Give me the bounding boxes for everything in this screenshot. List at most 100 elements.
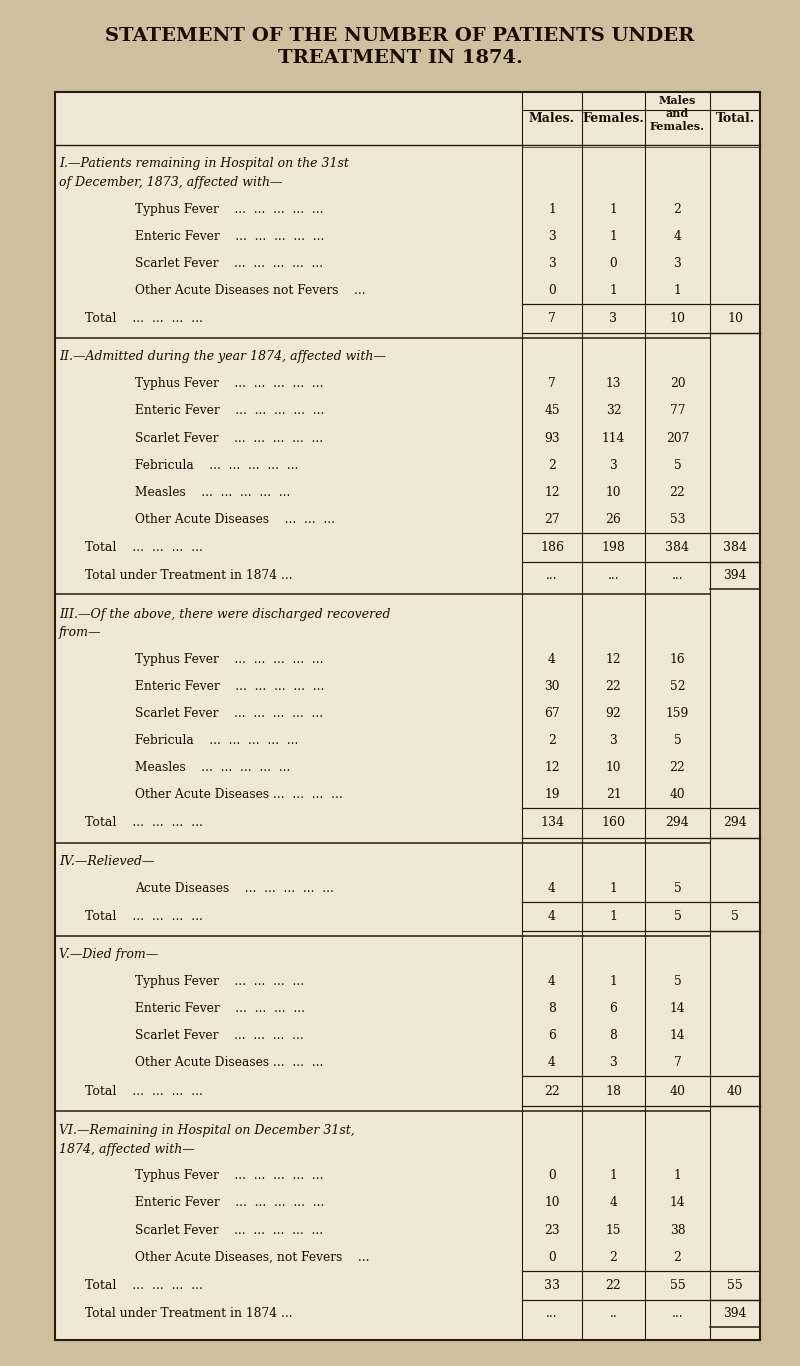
Text: Males.: Males. xyxy=(529,112,575,126)
Text: 159: 159 xyxy=(666,708,689,720)
Text: 1: 1 xyxy=(610,284,618,296)
Text: 0: 0 xyxy=(610,257,618,270)
Text: 26: 26 xyxy=(606,512,622,526)
Text: 32: 32 xyxy=(606,404,622,418)
Text: 33: 33 xyxy=(544,1279,560,1292)
Text: 0: 0 xyxy=(548,1250,556,1264)
Text: 22: 22 xyxy=(670,761,686,775)
Text: V.—Died from—: V.—Died from— xyxy=(59,948,158,962)
Text: 0: 0 xyxy=(548,1169,556,1183)
Text: 22: 22 xyxy=(606,1279,622,1292)
Text: 45: 45 xyxy=(544,404,560,418)
Text: Scarlet Fever    ...  ...  ...  ...  ...: Scarlet Fever ... ... ... ... ... xyxy=(135,432,323,444)
Text: 14: 14 xyxy=(670,1003,686,1015)
Text: 5: 5 xyxy=(674,734,682,747)
Text: Total    ...  ...  ...  ...: Total ... ... ... ... xyxy=(85,541,203,555)
Text: 0: 0 xyxy=(548,284,556,296)
Text: 134: 134 xyxy=(540,817,564,829)
Text: 384: 384 xyxy=(723,541,747,555)
Text: 10: 10 xyxy=(544,1197,560,1209)
Text: ...: ... xyxy=(546,570,558,582)
Text: 5: 5 xyxy=(674,975,682,988)
Text: 16: 16 xyxy=(670,653,686,665)
Text: 1: 1 xyxy=(674,1169,682,1183)
Text: 10: 10 xyxy=(670,313,686,325)
Text: 186: 186 xyxy=(540,541,564,555)
Text: TREATMENT IN 1874.: TREATMENT IN 1874. xyxy=(278,49,522,67)
Text: 53: 53 xyxy=(670,512,686,526)
Text: Scarlet Fever    ...  ...  ...  ...  ...: Scarlet Fever ... ... ... ... ... xyxy=(135,257,323,270)
Text: 18: 18 xyxy=(606,1085,622,1097)
Text: 77: 77 xyxy=(670,404,686,418)
Text: 1: 1 xyxy=(610,1169,618,1183)
Text: 14: 14 xyxy=(670,1197,686,1209)
Text: Enteric Fever    ...  ...  ...  ...  ...: Enteric Fever ... ... ... ... ... xyxy=(135,404,324,418)
Text: 27: 27 xyxy=(544,512,560,526)
Text: Typhus Fever    ...  ...  ...  ...  ...: Typhus Fever ... ... ... ... ... xyxy=(135,377,323,391)
Text: III.—Of the above, there were discharged recovered: III.—Of the above, there were discharged… xyxy=(59,608,390,620)
Text: 38: 38 xyxy=(670,1224,686,1236)
Text: Total    ...  ...  ...  ...: Total ... ... ... ... xyxy=(85,1279,203,1292)
Text: 3: 3 xyxy=(548,229,556,243)
Text: 2: 2 xyxy=(674,1250,682,1264)
Text: Other Acute Diseases not Fevers    ...: Other Acute Diseases not Fevers ... xyxy=(135,284,366,296)
Text: Scarlet Fever    ...  ...  ...  ...  ...: Scarlet Fever ... ... ... ... ... xyxy=(135,1224,323,1236)
Text: 10: 10 xyxy=(606,486,622,499)
Text: 294: 294 xyxy=(666,817,690,829)
Text: Scarlet Fever    ...  ...  ...  ...: Scarlet Fever ... ... ... ... xyxy=(135,1029,304,1042)
Text: Enteric Fever    ...  ...  ...  ...: Enteric Fever ... ... ... ... xyxy=(135,1003,305,1015)
Text: 1: 1 xyxy=(610,910,618,923)
Text: 3: 3 xyxy=(610,734,618,747)
Text: Total under Treatment in 1874 ...: Total under Treatment in 1874 ... xyxy=(85,1307,293,1320)
Text: 4: 4 xyxy=(674,229,682,243)
Text: 8: 8 xyxy=(548,1003,556,1015)
Text: STATEMENT OF THE NUMBER OF PATIENTS UNDER: STATEMENT OF THE NUMBER OF PATIENTS UNDE… xyxy=(106,27,694,45)
Text: 67: 67 xyxy=(544,708,560,720)
Text: 1: 1 xyxy=(548,202,556,216)
Text: 5: 5 xyxy=(674,881,682,895)
Text: 2: 2 xyxy=(548,734,556,747)
Text: Typhus Fever    ...  ...  ...  ...  ...: Typhus Fever ... ... ... ... ... xyxy=(135,202,323,216)
Text: VI.—Remaining in Hospital on December 31st,: VI.—Remaining in Hospital on December 31… xyxy=(59,1124,354,1137)
Text: 4: 4 xyxy=(548,653,556,665)
Text: 5: 5 xyxy=(731,910,739,923)
Text: 20: 20 xyxy=(670,377,686,391)
Text: Total under Treatment in 1874 ...: Total under Treatment in 1874 ... xyxy=(85,570,293,582)
Text: 4: 4 xyxy=(548,1056,556,1070)
Text: 3: 3 xyxy=(610,459,618,471)
Text: Other Acute Diseases ...  ...  ...: Other Acute Diseases ... ... ... xyxy=(135,1056,323,1070)
Text: 1: 1 xyxy=(610,202,618,216)
Text: 22: 22 xyxy=(670,486,686,499)
Text: 22: 22 xyxy=(606,680,622,693)
Text: II.—Admitted during the year 1874, affected with—: II.—Admitted during the year 1874, affec… xyxy=(59,350,386,363)
Text: 12: 12 xyxy=(544,486,560,499)
Text: 55: 55 xyxy=(727,1279,743,1292)
Text: Typhus Fever    ...  ...  ...  ...  ...: Typhus Fever ... ... ... ... ... xyxy=(135,1169,323,1183)
Text: 4: 4 xyxy=(548,910,556,923)
Text: 5: 5 xyxy=(674,459,682,471)
Text: I.—Patients remaining in Hospital on the 31st: I.—Patients remaining in Hospital on the… xyxy=(59,157,349,171)
Text: Total    ...  ...  ...  ...: Total ... ... ... ... xyxy=(85,817,203,829)
Text: Scarlet Fever    ...  ...  ...  ...  ...: Scarlet Fever ... ... ... ... ... xyxy=(135,708,323,720)
Text: 6: 6 xyxy=(610,1003,618,1015)
Text: 10: 10 xyxy=(606,761,622,775)
Text: 5: 5 xyxy=(674,910,682,923)
Text: 7: 7 xyxy=(548,377,556,391)
Text: 3: 3 xyxy=(610,313,618,325)
Text: 2: 2 xyxy=(674,202,682,216)
Text: 92: 92 xyxy=(606,708,622,720)
Text: 2: 2 xyxy=(548,459,556,471)
Text: Total    ...  ...  ...  ...: Total ... ... ... ... xyxy=(85,313,203,325)
Text: 12: 12 xyxy=(606,653,622,665)
Text: 7: 7 xyxy=(674,1056,682,1070)
Text: ..: .. xyxy=(610,1307,618,1320)
Text: ...: ... xyxy=(672,1307,683,1320)
Text: 4: 4 xyxy=(548,881,556,895)
Text: 294: 294 xyxy=(723,817,747,829)
Text: 19: 19 xyxy=(544,788,560,800)
Text: 160: 160 xyxy=(602,817,626,829)
Text: 40: 40 xyxy=(670,1085,686,1097)
Text: ...: ... xyxy=(672,570,683,582)
Text: from—: from— xyxy=(59,626,102,639)
Text: 1: 1 xyxy=(610,881,618,895)
